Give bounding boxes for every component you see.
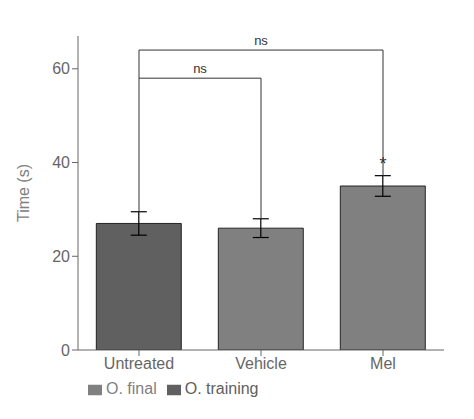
svg-text:Time (s): Time (s)	[15, 164, 32, 222]
svg-text:Mel: Mel	[370, 355, 396, 372]
svg-text:60: 60	[52, 60, 70, 77]
svg-text:0: 0	[61, 342, 70, 359]
svg-text:ns: ns	[193, 61, 207, 76]
svg-text:*: *	[379, 154, 386, 174]
html-text:O. final: O. final	[106, 380, 157, 397]
html-text:O. training: O. training	[184, 380, 259, 397]
svg-text:Untreated: Untreated	[104, 355, 174, 372]
svg-text:Vehicle: Vehicle	[235, 355, 287, 372]
svg-text:ns: ns	[254, 33, 268, 48]
svg-text:20: 20	[52, 248, 70, 265]
svg-text:40: 40	[52, 154, 70, 171]
